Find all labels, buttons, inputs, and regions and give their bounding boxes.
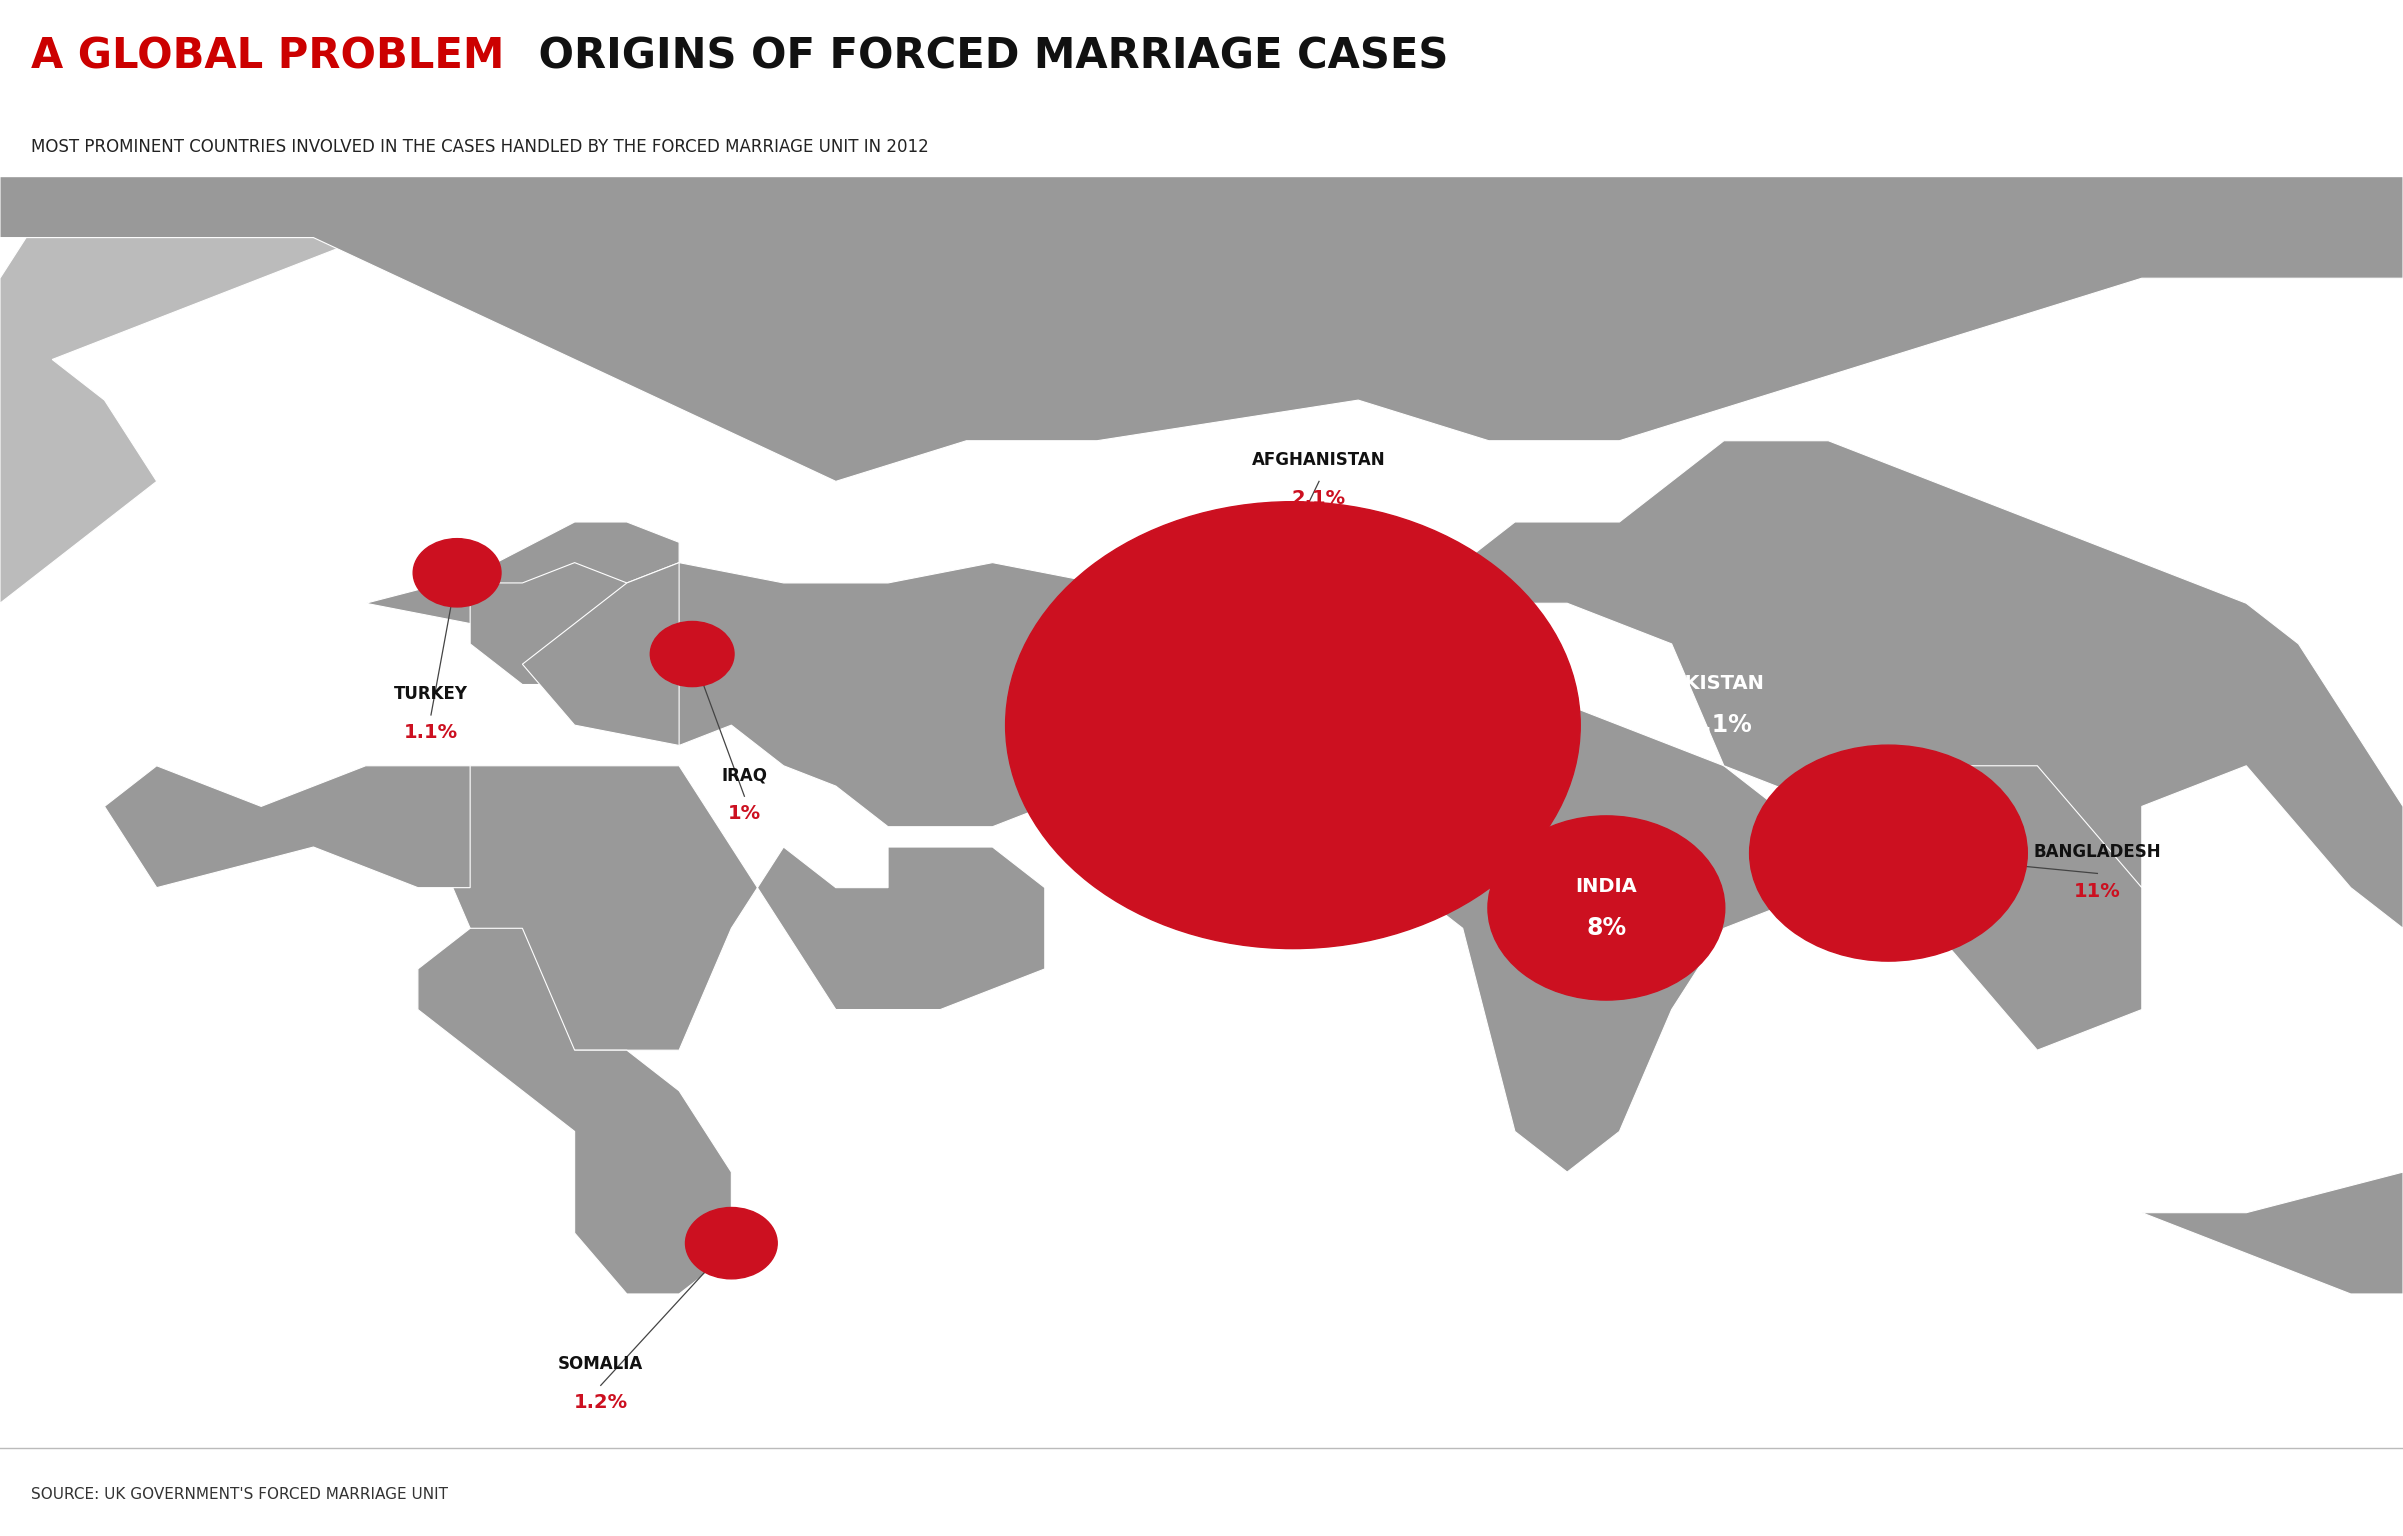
- Text: INDIA: INDIA: [1576, 877, 1636, 895]
- Circle shape: [413, 539, 500, 607]
- Polygon shape: [418, 928, 731, 1293]
- Text: IRAQ: IRAQ: [721, 766, 767, 783]
- Polygon shape: [209, 522, 680, 624]
- Circle shape: [651, 622, 733, 687]
- Text: BANGLADESH: BANGLADESH: [2033, 843, 2160, 862]
- Polygon shape: [1829, 826, 1932, 908]
- Text: SOURCE: UK GOVERNMENT'S FORCED MARRIAGE UNIT: SOURCE: UK GOVERNMENT'S FORCED MARRIAGE …: [31, 1487, 449, 1502]
- Circle shape: [1004, 502, 1581, 949]
- Polygon shape: [680, 562, 1149, 826]
- Text: MOST PROMINENT COUNTRIES INVOLVED IN THE CASES HANDLED BY THE FORCED MARRIAGE UN: MOST PROMINENT COUNTRIES INVOLVED IN THE…: [31, 138, 930, 155]
- Text: A GLOBAL PROBLEM: A GLOBAL PROBLEM: [31, 35, 505, 77]
- Text: ORIGINS OF FORCED MARRIAGE CASES: ORIGINS OF FORCED MARRIAGE CASES: [524, 35, 1449, 77]
- Polygon shape: [2141, 1172, 2403, 1293]
- Polygon shape: [1305, 685, 1829, 1172]
- Text: TURKEY: TURKEY: [394, 685, 469, 703]
- Text: 11%: 11%: [2074, 882, 2122, 900]
- Polygon shape: [471, 562, 680, 685]
- Polygon shape: [1932, 766, 2141, 1051]
- Text: 1.2%: 1.2%: [574, 1393, 627, 1413]
- Polygon shape: [1463, 441, 2403, 928]
- Polygon shape: [521, 562, 783, 745]
- Text: 8%: 8%: [1586, 915, 1627, 940]
- Polygon shape: [418, 766, 1045, 1051]
- Polygon shape: [1122, 562, 1411, 745]
- Text: PAKISTAN: PAKISTAN: [1658, 674, 1764, 693]
- Text: SOMALIA: SOMALIA: [557, 1355, 644, 1373]
- Polygon shape: [0, 197, 365, 604]
- Text: 1%: 1%: [728, 805, 762, 823]
- Polygon shape: [103, 766, 471, 888]
- Circle shape: [1487, 816, 1725, 1000]
- Circle shape: [685, 1207, 776, 1279]
- Text: 1.1%: 1.1%: [404, 723, 459, 742]
- Polygon shape: [0, 177, 2403, 481]
- Text: 2.1%: 2.1%: [1293, 490, 1346, 508]
- Circle shape: [1180, 596, 1302, 691]
- Text: 47.1%: 47.1%: [1670, 713, 1752, 737]
- Circle shape: [1749, 745, 2028, 962]
- Text: AFGHANISTAN: AFGHANISTAN: [1252, 452, 1387, 468]
- Polygon shape: [1098, 584, 1514, 888]
